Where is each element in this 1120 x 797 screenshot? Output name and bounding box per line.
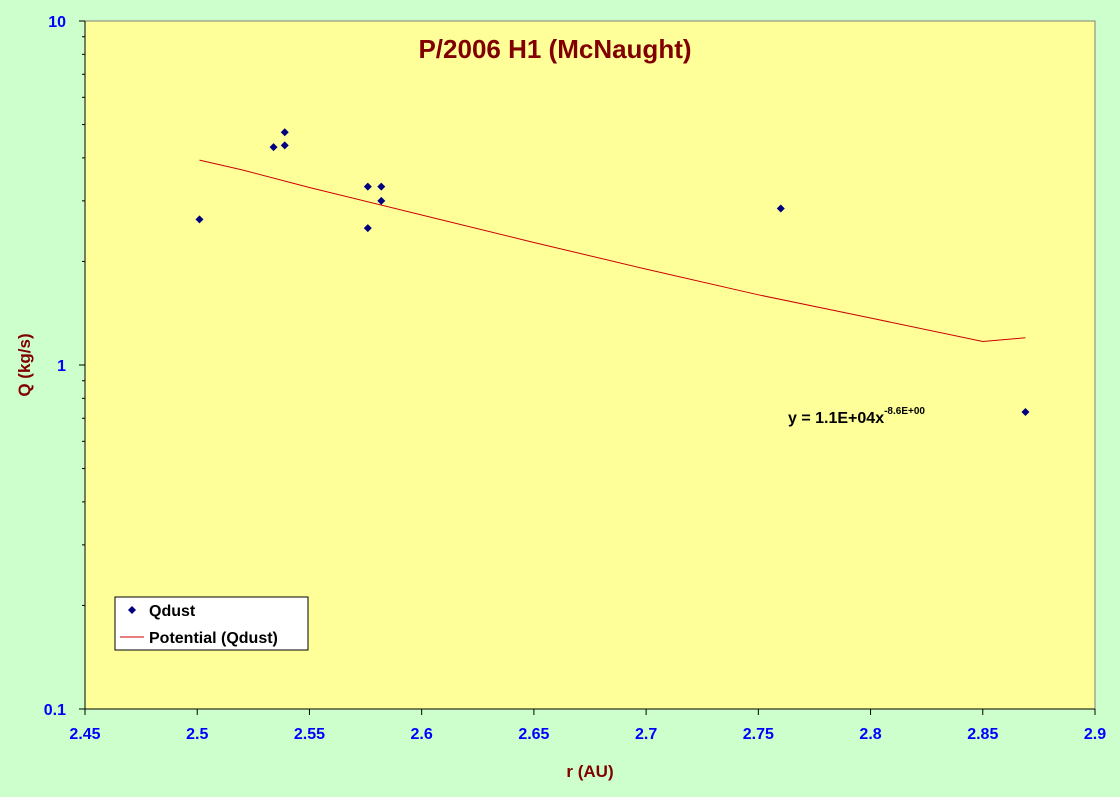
x-axis-title: r (AU) [566,762,613,781]
x-tick-label: 2.55 [294,726,325,743]
x-tick-label: 2.6 [411,726,433,743]
data-point-qdust [363,182,372,191]
legend: Qdust Potential (Qdust) [114,596,309,651]
legend-marker-qdust [128,606,136,614]
chart-title: P/2006 H1 (McNaught) [418,34,691,64]
data-point-qdust [280,128,289,137]
y-tick-label: 1 [57,358,66,375]
x-tick-label: 2.8 [859,726,881,743]
data-point-qdust [195,215,204,224]
equation-exponent: -8.6E+00 [884,406,925,417]
y-tick-label: 10 [48,14,66,31]
x-tick-label: 2.75 [743,726,774,743]
equation-prefix: y = 1.1E+04x [788,410,884,427]
legend-box [114,596,309,651]
x-tick-label: 2.5 [186,726,208,743]
points-layer [195,128,1030,417]
y-axis-title: Q (kg/s) [15,333,34,396]
data-point-qdust [269,143,278,152]
y-tick-label: 0.1 [44,702,66,719]
equation-annotation: y = 1.1E+04x-8.6E+00 [788,406,925,427]
data-point-qdust [776,204,785,213]
data-point-qdust [280,141,289,150]
data-point-qdust [377,182,386,191]
x-tick-label: 2.7 [635,726,657,743]
x-tick-label: 2.85 [967,726,998,743]
data-point-qdust [1021,408,1030,417]
x-tick-label: 2.45 [69,726,100,743]
data-point-qdust [377,196,386,205]
x-axis: 2.45 2.5 2.55 2.6 2.65 2.7 2.75 2.8 2.85 2.9 [69,708,1106,743]
data-point-qdust [363,224,372,233]
y-axis: 0.1 1 10 [44,14,86,719]
x-tick-label: 2.9 [1084,726,1106,743]
legend-label-potential: Potential (Qdust) [149,630,278,647]
legend-label-qdust: Qdust [149,603,196,620]
x-tick-label: 2.65 [518,726,549,743]
plot-area [84,20,1096,710]
trendline-potential-qdust [199,159,1026,343]
trendline-layer [199,159,1026,343]
